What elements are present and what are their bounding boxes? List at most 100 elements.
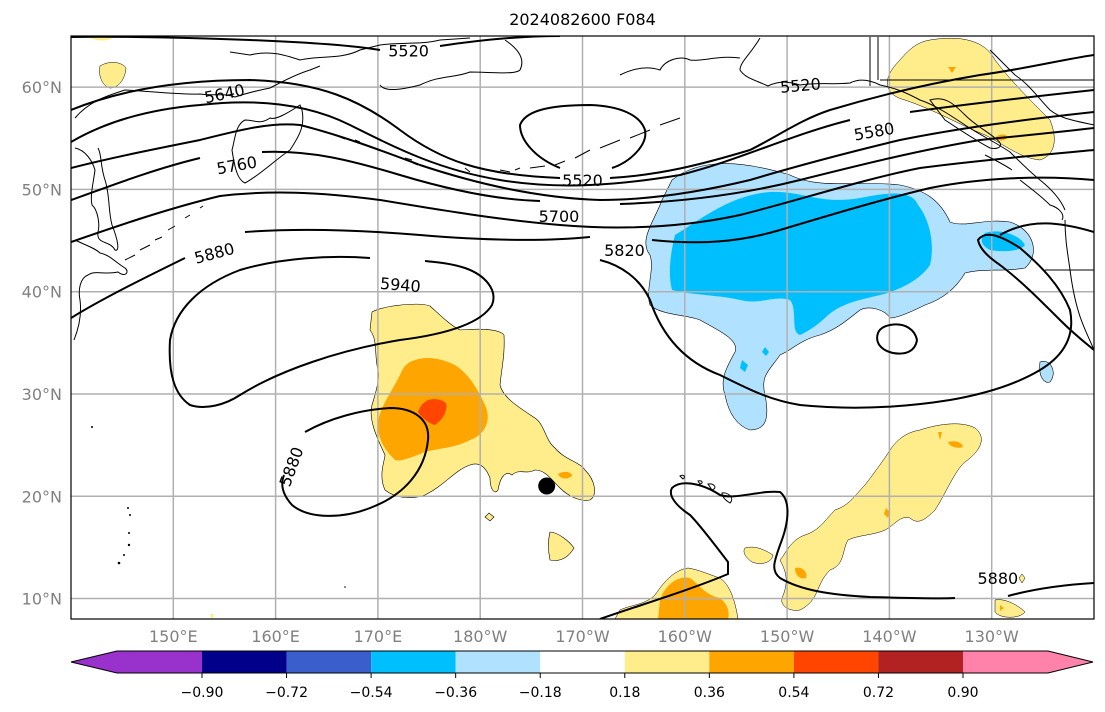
latitude-tick-label: 30°N [22, 385, 62, 404]
contour-line [518, 103, 647, 169]
contour-line [168, 255, 495, 408]
contour-label: 5520 [388, 41, 429, 60]
contour-line [71, 149, 1094, 243]
contour-line [71, 36, 561, 51]
contour-label: 5580 [852, 119, 895, 145]
map-frame [70, 35, 1095, 620]
contour-line [599, 482, 1094, 619]
positive-anomaly-core [938, 432, 942, 440]
contour-line [71, 54, 1094, 179]
longitude-tick-label: 160°E [251, 627, 300, 646]
colorbar-bin [202, 651, 287, 673]
contour-label: 5700 [539, 207, 580, 226]
colorbar-tick-label: −0.18 [519, 685, 562, 701]
longitude-tick-label: 150°E [149, 627, 198, 646]
location-marker [538, 477, 556, 495]
contour-label-text: 5520 [779, 74, 821, 96]
colorbar-tick-label: −0.36 [434, 685, 477, 701]
coastline-alaska [379, 37, 1066, 211]
contour-line [599, 233, 1094, 409]
positive-anomaly-core [884, 508, 890, 518]
contour-line [71, 89, 1094, 187]
positive-anomaly-region [1018, 573, 1026, 584]
positive-anomaly-region [779, 423, 982, 611]
colorbar-bin [71, 651, 202, 673]
positive-anomaly-region [210, 614, 214, 619]
contour-label-text: 5880 [977, 569, 1018, 588]
contour-label: 5520 [562, 171, 603, 190]
contour-line [71, 111, 1094, 202]
contour-label: 5880 [977, 569, 1018, 588]
colorbar-tick-label: 0.54 [778, 685, 809, 701]
contour-label-text: 5760 [215, 152, 258, 178]
contour-label-text: 5520 [562, 171, 603, 190]
contour-label-text: 5940 [379, 274, 421, 296]
contour-line [71, 127, 1094, 205]
coastline-aleutian-islands [334, 117, 681, 173]
colorbar-tick-label: 0.90 [947, 685, 978, 701]
colorbar-bin [963, 651, 1093, 673]
contour-line [999, 222, 1094, 236]
longitude-tick-label: 180°W [453, 627, 508, 646]
coastline-sakhalin [74, 147, 119, 251]
colorbar: −0.90 −0.72 −0.54 −0.36 −0.18 0.18 0.36 0.54 0.7… [70, 650, 1094, 701]
coastlines [73, 37, 1094, 588]
positive-anomaly-core [558, 471, 572, 479]
longitude-tick-label: 160°W [658, 627, 713, 646]
latitude-tick-label: 10°N [22, 590, 62, 609]
contour-label: 5940 [379, 274, 421, 296]
positive-anomaly-core [795, 567, 807, 579]
positive-anomaly-region [484, 512, 495, 522]
colorbar-tick-label: 0.36 [694, 685, 725, 701]
contour-label-text: 5820 [604, 241, 645, 260]
colorbar-outline [70, 650, 1094, 674]
longitude-tick-label: 170°W [555, 627, 610, 646]
coastline-kamchatka [74, 65, 321, 119]
contour-label: 5760 [215, 152, 258, 178]
colorbar-tick-label: −0.72 [265, 685, 308, 701]
positive-anomaly-region [548, 531, 575, 561]
colorbar-tick-label: −0.54 [350, 685, 393, 701]
contour-label: 5880 [192, 239, 236, 268]
contour-label: 5880 [276, 444, 308, 489]
map-title: 2024082600 F084 [509, 10, 656, 29]
negative-anomaly-core [981, 231, 1025, 252]
longitude-tick-label: 140°W [862, 627, 917, 646]
longitude-tick-label: 170°E [354, 627, 403, 646]
coastline-north-america-west [1045, 219, 1094, 351]
latitude-tick-labels: 60°N 50°N 40°N 30°N 20°N 10°N [22, 78, 62, 608]
longitude-tick-label: 150°W [760, 627, 815, 646]
contour-label-text: 5880 [276, 444, 308, 489]
positive-anomaly-region [887, 37, 1055, 161]
colorbar-bin [371, 651, 456, 673]
colorbar-bin [878, 651, 963, 673]
colorbar-bin [624, 651, 710, 673]
contour-line [876, 323, 919, 355]
contour-label: 5520 [779, 74, 821, 96]
colorbar-bin [709, 651, 794, 673]
coastline-japan [73, 239, 128, 341]
coastline-siberia-north [229, 37, 471, 61]
colorbar-tick-label: 0.72 [863, 685, 894, 701]
colorbar-bin [455, 651, 541, 673]
colorbar-bin [540, 651, 625, 673]
contour-label-text: 5880 [192, 239, 236, 268]
colorbar-bin [286, 651, 372, 673]
coastline-canada-interior [989, 49, 1094, 126]
map-plot-area: 5520564057605880552057005820594058805520… [71, 36, 1094, 619]
latitude-tick-label: 20°N [22, 487, 62, 506]
negative-anomaly-region [1039, 361, 1054, 383]
coastline-kamchatka [231, 104, 304, 184]
negative-anomaly-core [669, 191, 932, 335]
positive-anomaly-peak [418, 399, 447, 425]
negative-anomaly-core [740, 360, 748, 372]
contour-label-text: 5520 [388, 41, 429, 60]
colorbar-tick-label: 0.18 [609, 685, 640, 701]
positive-anomaly-region [743, 546, 774, 564]
latitude-tick-label: 40°N [22, 283, 62, 302]
positive-anomaly-region [994, 599, 1026, 618]
contour-label: 5820 [604, 241, 645, 260]
colorbar-bin [793, 651, 879, 673]
longitude-tick-labels: 150°E 160°E 170°E 180°W 170°W 160°W 150°W 140°W… [149, 627, 1019, 646]
